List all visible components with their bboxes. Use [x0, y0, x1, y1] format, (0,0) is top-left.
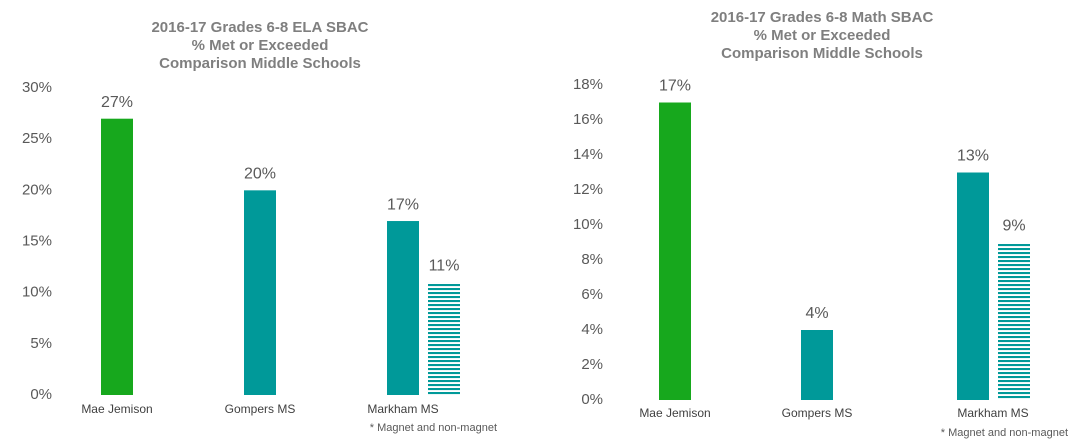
y-tick-label: 8%	[581, 251, 603, 268]
y-tick-label: 10%	[22, 284, 52, 301]
y-tick-label: 12%	[573, 181, 603, 198]
bar	[387, 221, 419, 395]
y-tick-label: 6%	[581, 286, 603, 303]
x-tick-label: Markham MS	[367, 402, 438, 416]
value-label: 13%	[957, 148, 989, 165]
y-tick-label: 20%	[22, 181, 52, 198]
y-tick-label: 15%	[22, 232, 52, 249]
y-tick-label: 0%	[581, 391, 603, 408]
value-label: 17%	[659, 78, 691, 95]
x-tick-label: Markham MS	[957, 406, 1028, 420]
y-tick-label: 30%	[22, 79, 52, 96]
chart-title: % Met or Exceeded	[754, 27, 891, 44]
value-label: 4%	[805, 305, 828, 322]
y-tick-label: 16%	[573, 111, 603, 128]
value-label: 17%	[387, 196, 419, 213]
chart-title: 2016-17 Grades 6-8 Math SBAC	[711, 9, 934, 26]
value-label: 20%	[244, 166, 276, 183]
value-label: 11%	[429, 258, 460, 275]
y-tick-label: 25%	[22, 130, 52, 147]
bar	[659, 102, 691, 400]
chart-title: Comparison Middle Schools	[159, 55, 361, 72]
bar	[998, 242, 1030, 400]
bar	[101, 118, 133, 395]
bar	[957, 172, 989, 400]
y-tick-label: 10%	[573, 216, 603, 233]
x-tick-label: Mae Jemison	[81, 402, 152, 416]
x-tick-label: Gompers MS	[782, 406, 853, 420]
y-tick-label: 5%	[30, 335, 52, 352]
chart-title: % Met or Exceeded	[192, 37, 329, 54]
value-label: 27%	[101, 94, 133, 111]
annotation: * Magnet and non-magnet	[941, 427, 1068, 439]
bar	[244, 190, 276, 395]
y-tick-label: 4%	[581, 321, 603, 338]
y-tick-label: 14%	[573, 146, 603, 163]
bar	[428, 282, 460, 395]
y-tick-label: 18%	[573, 76, 603, 93]
annotation: * Magnet and non-magnet	[370, 422, 497, 434]
x-tick-label: Gompers MS	[225, 402, 296, 416]
y-tick-label: 2%	[581, 356, 603, 373]
chart-title: 2016-17 Grades 6-8 ELA SBAC	[151, 19, 368, 36]
y-tick-label: 0%	[30, 386, 52, 403]
chart-title: Comparison Middle Schools	[721, 45, 923, 62]
value-label: 9%	[1002, 218, 1025, 235]
x-tick-label: Mae Jemison	[639, 406, 710, 420]
bar	[801, 330, 833, 400]
